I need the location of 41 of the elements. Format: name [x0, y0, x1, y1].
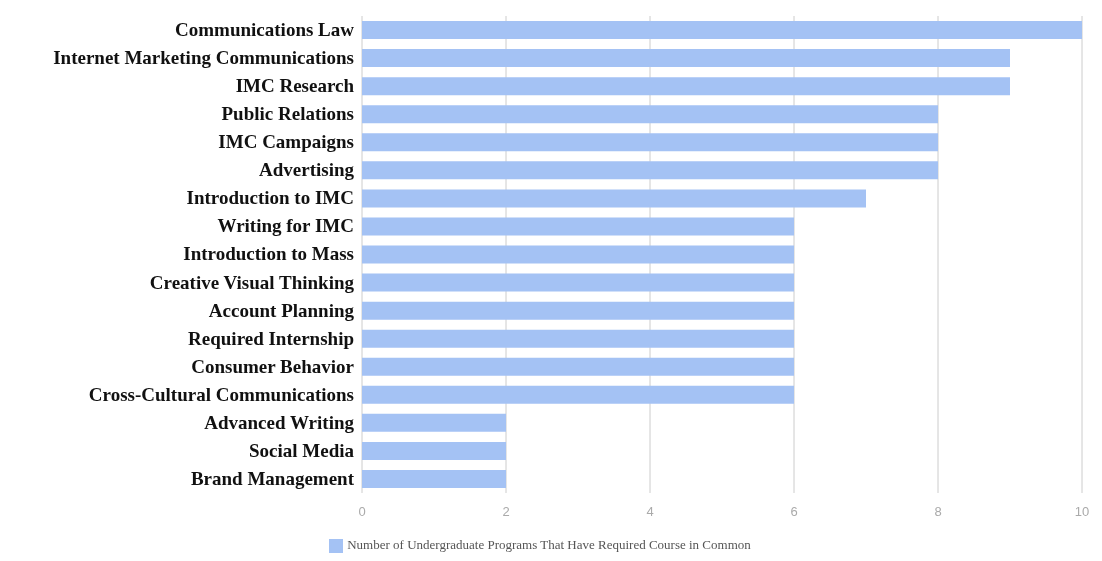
- bar: [362, 105, 938, 124]
- y-tick-label: Advanced Writing: [204, 411, 355, 433]
- bar: [362, 385, 794, 404]
- legend-label: Number of Undergraduate Programs That Have Required Course in Common: [347, 536, 751, 552]
- bar: [362, 49, 1010, 68]
- y-tick-label: Introduction to Mass: [183, 243, 354, 265]
- bar: [362, 329, 794, 348]
- bar: [362, 133, 938, 152]
- bar: [362, 161, 938, 180]
- y-tick-label: Social Media: [248, 439, 355, 461]
- x-tick-label: 10: [1074, 504, 1090, 520]
- y-tick-label: Cross-Cultural Communications: [88, 383, 354, 405]
- bar: [362, 441, 506, 460]
- bar: [362, 77, 1010, 96]
- bar: [362, 245, 794, 264]
- bar: [362, 21, 1082, 40]
- y-tick-label: Introduction to IMC: [186, 187, 354, 209]
- x-tick-label: 4: [646, 504, 654, 520]
- bar: [362, 469, 506, 488]
- bar: [362, 413, 506, 432]
- y-tick-label: Required Internship: [188, 327, 354, 349]
- bar: [362, 273, 794, 292]
- x-tick-label: 8: [934, 504, 942, 520]
- y-tick-label: Brand Management: [190, 467, 355, 489]
- y-tick-label: Creative Visual Thinking: [149, 271, 355, 293]
- x-tick-label: 0: [358, 504, 366, 520]
- y-tick-label: Public Relations: [221, 103, 354, 125]
- y-tick-label: IMC Research: [235, 75, 355, 97]
- y-tick-label: Writing for IMC: [217, 215, 354, 237]
- x-tick-label: 6: [790, 504, 798, 520]
- y-tick-label: IMC Campaigns: [218, 131, 354, 153]
- y-tick-label: Advertising: [259, 159, 355, 181]
- y-tick-label: Account Planning: [208, 299, 355, 321]
- bar: [362, 189, 866, 208]
- bar: [362, 217, 794, 236]
- y-tick-label: Consumer Behavior: [191, 355, 355, 377]
- y-tick-label: Communications Law: [175, 19, 355, 41]
- bar: [362, 357, 794, 376]
- y-tick-label: Internet Marketing Communications: [53, 47, 354, 69]
- bar: [362, 301, 794, 320]
- x-tick-label: 2: [502, 504, 510, 520]
